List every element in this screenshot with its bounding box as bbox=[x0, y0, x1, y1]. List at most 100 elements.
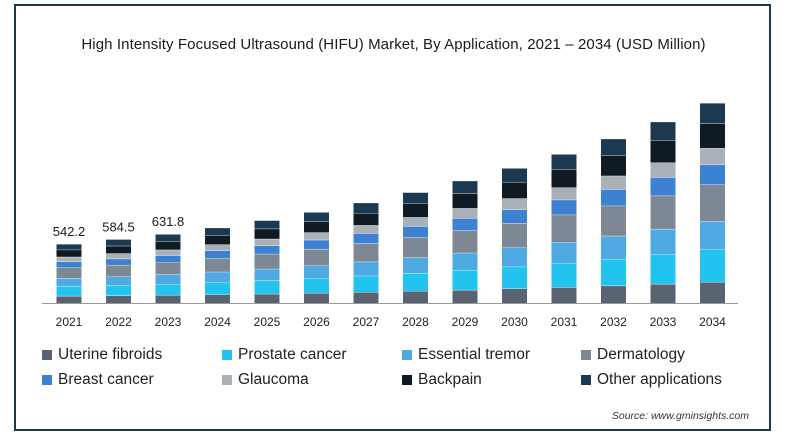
bar-segment-2033-glaucoma bbox=[650, 162, 676, 178]
bar-segment-2034-uterine-fibroids bbox=[700, 281, 725, 303]
bar-segment-2025-prostate-cancer bbox=[254, 280, 280, 294]
bar-segment-2031-uterine-fibroids bbox=[551, 287, 577, 303]
x-tick-label-2022: 2022 bbox=[105, 315, 132, 329]
bar-segment-2029-other-applications bbox=[452, 180, 478, 194]
bar-segment-2033-other-applications bbox=[650, 121, 676, 141]
bar-segment-2023-essential-tremor bbox=[155, 274, 181, 285]
bar-segment-2032-glaucoma bbox=[601, 175, 626, 190]
bar-segment-2033-essential-tremor bbox=[650, 228, 676, 255]
legend-item-essential-tremor: Essential tremor bbox=[402, 346, 530, 364]
bar-segment-2034-breast-cancer bbox=[700, 164, 725, 185]
bar-segment-2032-uterine-fibroids bbox=[601, 285, 626, 303]
x-tick-label-2034: 2034 bbox=[699, 315, 726, 329]
bar-segment-2033-prostate-cancer bbox=[650, 254, 676, 284]
bar-segment-2024-uterine-fibroids bbox=[205, 294, 230, 303]
x-tick-label-2028: 2028 bbox=[402, 315, 429, 329]
legend-label: Backpain bbox=[418, 371, 482, 388]
bar-segment-2022-breast-cancer bbox=[106, 258, 131, 265]
bar-segment-2030-essential-tremor bbox=[502, 247, 527, 267]
bar-segment-2026-glaucoma bbox=[304, 232, 329, 240]
bar-segment-2031-prostate-cancer bbox=[551, 263, 577, 288]
bar-segment-2022-backpain bbox=[106, 245, 131, 254]
bar-segment-2023-other-applications bbox=[155, 234, 181, 242]
bar-segment-2021-breast-cancer bbox=[56, 261, 82, 268]
bar-segment-2024-dermatology bbox=[205, 258, 230, 272]
bar-segment-2021-prostate-cancer bbox=[56, 286, 82, 296]
bar-segment-2027-other-applications bbox=[353, 202, 379, 214]
bar-segment-2023-uterine-fibroids bbox=[155, 295, 181, 303]
bar-segment-2033-uterine-fibroids bbox=[650, 283, 676, 303]
bar-segment-2023-glaucoma bbox=[155, 249, 181, 256]
bar-segment-2029-backpain bbox=[452, 193, 478, 209]
legend-item-prostate-cancer: Prostate cancer bbox=[222, 346, 347, 364]
bar-segment-2023-dermatology bbox=[155, 262, 181, 275]
bar-segment-2032-breast-cancer bbox=[601, 189, 626, 206]
bar-segment-2024-breast-cancer bbox=[205, 250, 230, 259]
bar-segment-2026-uterine-fibroids bbox=[304, 292, 329, 303]
x-tick-label-2032: 2032 bbox=[600, 315, 627, 329]
bar-segment-2031-breast-cancer bbox=[551, 199, 577, 215]
bar-segment-2030-uterine-fibroids bbox=[502, 288, 527, 303]
bar-segment-2023-backpain bbox=[155, 241, 181, 250]
bar-segment-2029-glaucoma bbox=[452, 208, 478, 219]
bar-segment-2027-backpain bbox=[353, 213, 379, 226]
bar-segment-2027-essential-tremor bbox=[353, 261, 379, 276]
bar-segment-2029-prostate-cancer bbox=[452, 270, 478, 290]
bar-segment-2028-backpain bbox=[403, 203, 428, 218]
bar-segment-2021-glaucoma bbox=[56, 256, 82, 262]
bar-segment-2033-dermatology bbox=[650, 195, 676, 229]
legend-label: Breast cancer bbox=[58, 371, 154, 388]
total-label-2022: 584.5 bbox=[102, 219, 135, 234]
bar-segment-2025-dermatology bbox=[254, 253, 280, 269]
x-tick-label-2026: 2026 bbox=[303, 315, 330, 329]
bar-segment-2028-prostate-cancer bbox=[403, 273, 428, 292]
bar-segment-2022-other-applications bbox=[106, 239, 131, 246]
bar-segment-2033-breast-cancer bbox=[650, 177, 676, 196]
bar-segment-2028-essential-tremor bbox=[403, 257, 428, 274]
legend-item-dermatology: Dermatology bbox=[581, 346, 685, 364]
bar-segment-2030-dermatology bbox=[502, 223, 527, 248]
bar-segment-2029-uterine-fibroids bbox=[452, 289, 478, 303]
legend-item-backpain: Backpain bbox=[402, 371, 482, 389]
bar-segment-2032-essential-tremor bbox=[601, 235, 626, 259]
bar-segment-2034-essential-tremor bbox=[700, 221, 725, 250]
bar-segment-2025-glaucoma bbox=[254, 238, 280, 246]
total-label-2021: 542.2 bbox=[53, 224, 86, 239]
bar-segment-2024-other-applications bbox=[205, 227, 230, 236]
legend-swatch bbox=[402, 350, 412, 360]
bar-segment-2021-uterine-fibroids bbox=[56, 295, 82, 303]
bar-segment-2025-uterine-fibroids bbox=[254, 293, 280, 303]
legend-swatch bbox=[42, 375, 52, 385]
x-tick-label-2030: 2030 bbox=[501, 315, 528, 329]
bar-segment-2028-uterine-fibroids bbox=[403, 291, 428, 303]
legend-label: Prostate cancer bbox=[238, 346, 347, 363]
bar-segment-2034-glaucoma bbox=[700, 148, 725, 165]
bar-segment-2022-uterine-fibroids bbox=[106, 295, 131, 303]
chart-frame bbox=[14, 4, 771, 431]
bar-segment-2026-breast-cancer bbox=[304, 239, 329, 249]
bar-segment-2031-glaucoma bbox=[551, 187, 577, 200]
x-tick-label-2025: 2025 bbox=[254, 315, 281, 329]
bar-segment-2027-uterine-fibroids bbox=[353, 291, 379, 303]
legend-label: Uterine fibroids bbox=[58, 346, 163, 363]
bar-segment-2021-backpain bbox=[56, 249, 82, 257]
legend-swatch bbox=[42, 350, 52, 360]
bar-segment-2033-backpain bbox=[650, 140, 676, 163]
bar-segment-2022-prostate-cancer bbox=[106, 285, 131, 296]
x-tick-label-2023: 2023 bbox=[155, 315, 182, 329]
bar-segment-2032-dermatology bbox=[601, 205, 626, 236]
bar-segment-2026-prostate-cancer bbox=[304, 278, 329, 293]
bar-segment-2030-breast-cancer bbox=[502, 209, 527, 224]
bar-segment-2028-breast-cancer bbox=[403, 226, 428, 238]
bar-segment-2031-dermatology bbox=[551, 214, 577, 242]
bar-segment-2024-glaucoma bbox=[205, 244, 230, 251]
legend-label: Dermatology bbox=[597, 346, 685, 363]
bar-segment-2023-prostate-cancer bbox=[155, 284, 181, 296]
legend-swatch bbox=[581, 375, 591, 385]
legend-swatch bbox=[222, 375, 232, 385]
x-tick-label-2021: 2021 bbox=[56, 315, 83, 329]
bar-segment-2027-prostate-cancer bbox=[353, 275, 379, 292]
bar-segment-2031-backpain bbox=[551, 169, 577, 188]
bar-segment-2029-essential-tremor bbox=[452, 252, 478, 271]
x-tick-label-2033: 2033 bbox=[650, 315, 677, 329]
